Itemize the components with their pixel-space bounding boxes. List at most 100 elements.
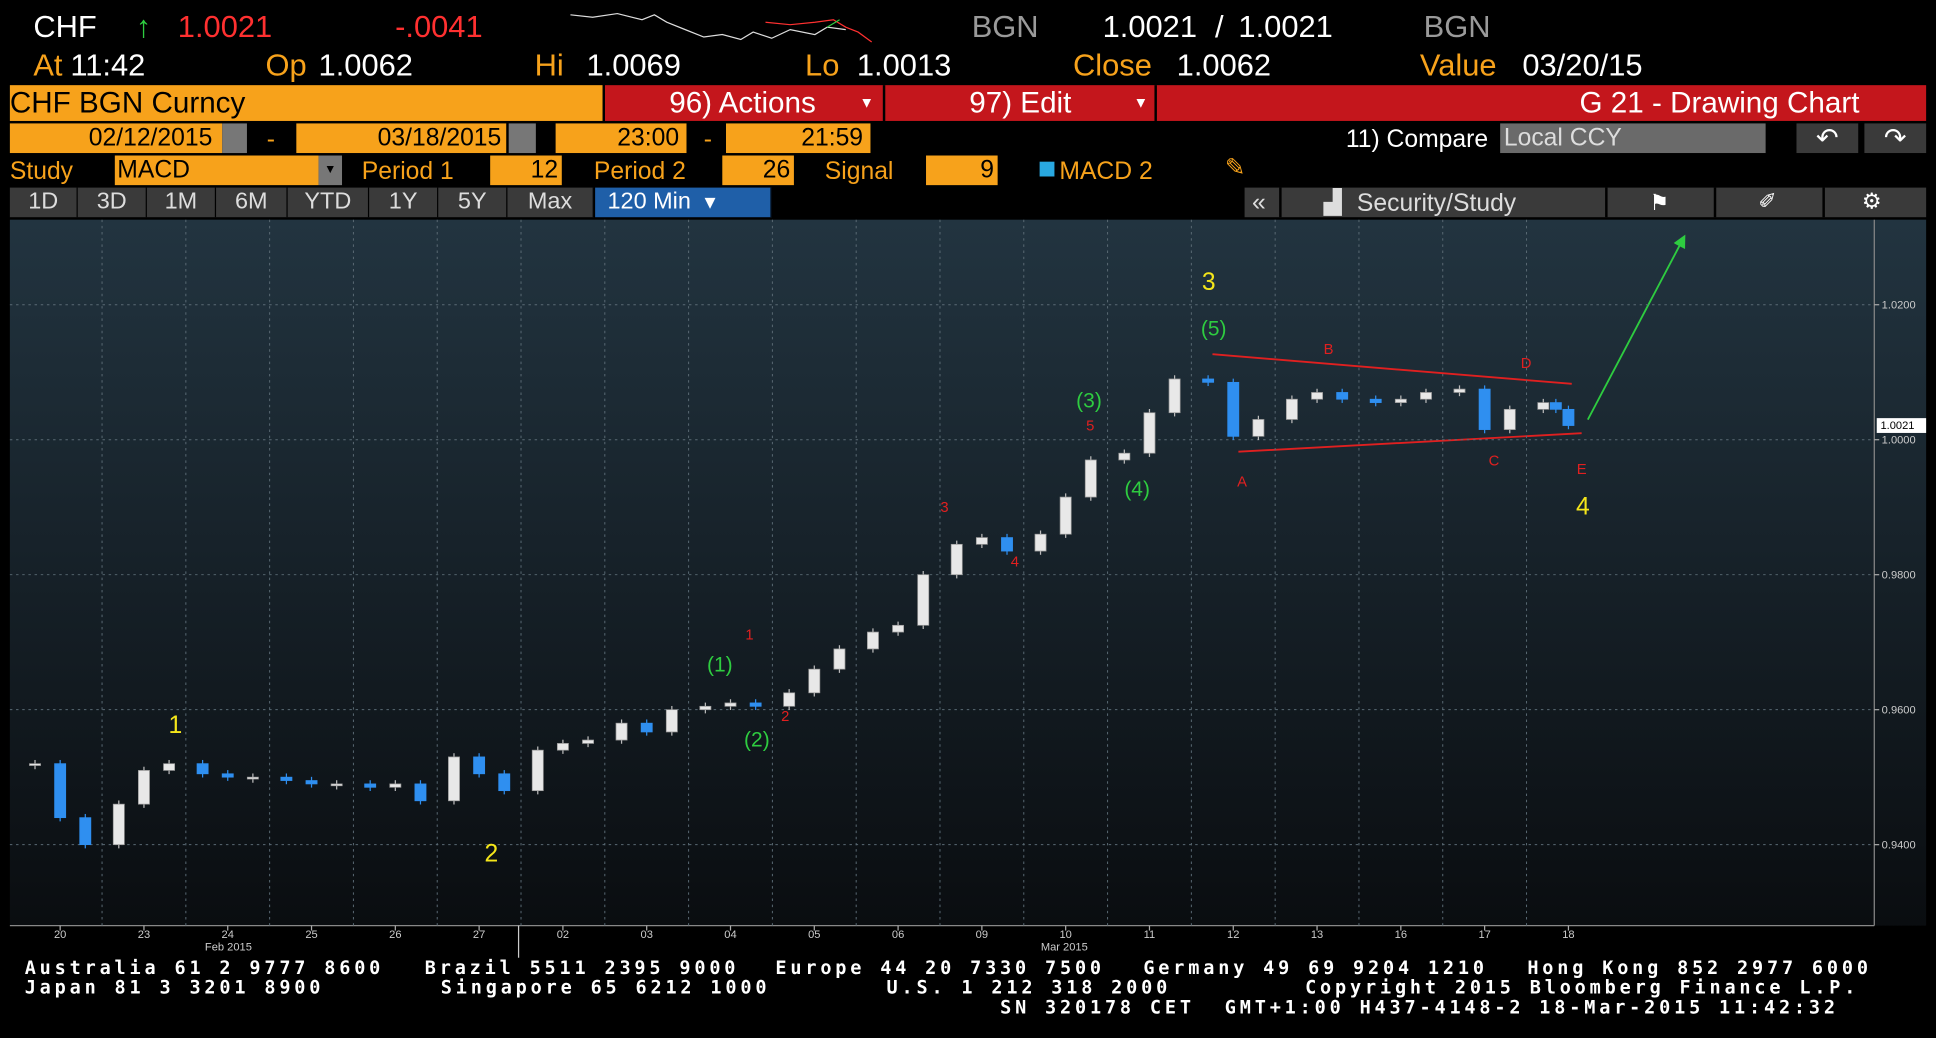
candle xyxy=(246,776,259,780)
dropdown-icon[interactable]: ▼ xyxy=(859,93,875,112)
start-time[interactable]: 23:00 xyxy=(555,123,687,154)
start-date-text: 02/12/2015 xyxy=(88,124,213,152)
tab[interactable]: 6M xyxy=(216,187,288,218)
candle xyxy=(196,763,209,775)
tab-active[interactable]: 120 Min ▼ xyxy=(595,187,772,218)
open: 1.0062 xyxy=(318,48,413,83)
footer-text: SN 320178 CET GMT+1:00 H437-4148-2 18-Ma… xyxy=(1000,995,1839,1019)
tab[interactable]: 1M xyxy=(146,187,217,218)
dropdown-icon[interactable]: ▼ xyxy=(1133,93,1149,112)
candle xyxy=(615,722,628,741)
compare-button[interactable]: 11) Compare xyxy=(1345,125,1489,154)
start-date[interactable]: 02/12/2015 xyxy=(9,123,223,154)
trend-line xyxy=(1212,353,1572,385)
dropdown-icon: ▼ xyxy=(700,192,720,214)
candle xyxy=(665,709,678,733)
ask: 1.0021 xyxy=(1238,9,1333,45)
end-time-text: 21:59 xyxy=(801,124,864,152)
edit-button[interactable]: ✐ xyxy=(1758,188,1777,214)
actions-menu[interactable]: 96) Actions xyxy=(669,86,816,120)
study-select[interactable]: MACD xyxy=(114,155,319,186)
candle xyxy=(1084,459,1097,498)
wave-label: 2 xyxy=(485,840,499,867)
redo-button[interactable]: ↷ xyxy=(1864,123,1927,154)
action-bar xyxy=(605,85,1927,121)
wave-label: A xyxy=(1237,474,1247,490)
up-arrow: ↑ xyxy=(135,9,152,45)
signal-label: Signal xyxy=(824,157,894,186)
flag-button[interactable]: ⚑ xyxy=(1649,190,1670,215)
x-tick-label: 27 xyxy=(473,929,485,941)
source: BGN xyxy=(971,9,1039,45)
wave-label: 5 xyxy=(1086,419,1094,435)
footer-text: Australia 61 2 9777 8600 xyxy=(24,956,385,979)
pencil-icon[interactable]: ✎ xyxy=(1224,154,1246,182)
tab[interactable]: 3D xyxy=(77,187,147,218)
calendar-icon[interactable] xyxy=(222,123,247,154)
footer-text: Hong Kong 852 2977 6000 xyxy=(1527,956,1872,979)
projection-arrow xyxy=(1587,234,1686,421)
checkbox[interactable] xyxy=(1039,161,1055,177)
end-date[interactable]: 03/18/2015 xyxy=(296,123,507,154)
candle xyxy=(280,776,293,781)
tab[interactable]: YTD xyxy=(287,187,370,218)
open-label: Op xyxy=(265,48,307,83)
tab[interactable]: 5Y xyxy=(438,187,508,218)
period1-field[interactable]: 12 xyxy=(490,155,562,186)
x-tick-label: 25 xyxy=(305,929,317,941)
time-label: At xyxy=(33,48,63,83)
separator xyxy=(1605,187,1608,218)
currency-select[interactable]: Local CCY xyxy=(1500,123,1766,154)
end-time[interactable]: 21:59 xyxy=(726,123,871,154)
dropdown-icon[interactable]: ▼ xyxy=(318,155,343,186)
footer-text: U.S. 1 212 318 2000 xyxy=(886,976,1172,999)
candle xyxy=(1369,398,1382,403)
tab[interactable]: Max xyxy=(507,187,594,218)
net-change: -.0041 xyxy=(395,9,483,45)
x-tick-label: 04 xyxy=(724,929,736,941)
end-date-text: 03/18/2015 xyxy=(377,124,502,152)
candle xyxy=(917,574,930,626)
x-tick-label: 16 xyxy=(1395,929,1407,941)
candle xyxy=(833,648,846,670)
period2-field[interactable]: 26 xyxy=(722,155,794,186)
security-field[interactable] xyxy=(9,85,603,121)
footer-text: Copyright 2015 Bloomberg Finance L.P. xyxy=(1305,976,1860,999)
x-tick-label: 26 xyxy=(389,929,401,941)
candle xyxy=(79,817,92,846)
wave-label: B xyxy=(1324,342,1334,358)
y-tick-label: 0.9600 xyxy=(1882,704,1916,716)
settings-button[interactable]: ⚙ xyxy=(1861,188,1882,214)
wave-label: 1 xyxy=(168,712,182,739)
study-label: Study xyxy=(9,157,74,186)
tab[interactable]: 1Y xyxy=(369,187,439,218)
signal-field[interactable]: 9 xyxy=(926,155,998,186)
collapse-button[interactable]: « xyxy=(1251,188,1266,216)
y-tick-label: 1.0000 xyxy=(1882,434,1916,446)
high-label: Hi xyxy=(534,48,564,83)
security-study-button[interactable]: Security/Study xyxy=(1356,190,1517,218)
wave-label: 3 xyxy=(940,500,948,516)
candle xyxy=(1227,381,1240,437)
footer-text: Europe 44 20 7330 7500 xyxy=(775,956,1105,979)
close-label: Close xyxy=(1072,48,1152,83)
undo-button[interactable]: ↶ xyxy=(1796,123,1859,154)
candle xyxy=(1549,402,1562,410)
plot-background xyxy=(9,219,1927,926)
tab[interactable]: 1D xyxy=(9,187,78,218)
candle xyxy=(330,783,343,787)
separator xyxy=(1822,187,1825,218)
candle xyxy=(305,780,318,785)
candle xyxy=(498,773,511,792)
candle xyxy=(1168,378,1181,414)
period2-label: Period 2 xyxy=(593,157,686,186)
edit-menu[interactable]: 97) Edit xyxy=(969,86,1072,120)
x-tick-label: 05 xyxy=(808,929,820,941)
wave-label: (3) xyxy=(1076,389,1102,412)
chart-icon[interactable]: ▟ xyxy=(1323,190,1342,216)
calendar-icon[interactable] xyxy=(508,123,536,154)
footer-text: Brazil 5511 2395 9000 xyxy=(424,956,740,979)
x-tick-label: 02 xyxy=(557,929,569,941)
